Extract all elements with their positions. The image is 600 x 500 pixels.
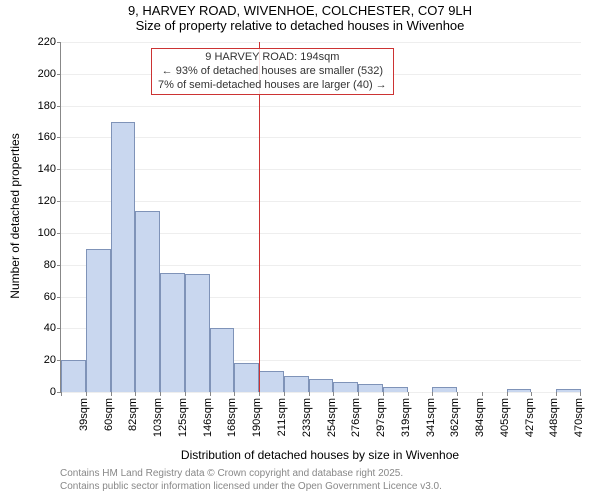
x-tick-mark <box>234 392 235 396</box>
gridline <box>61 137 581 138</box>
y-tick-mark <box>57 42 61 43</box>
gridline <box>61 42 581 43</box>
callout-line2: ← 93% of detached houses are smaller (53… <box>158 65 387 79</box>
x-tick-mark <box>61 392 62 396</box>
x-tick-mark <box>284 392 285 396</box>
y-tick-mark <box>57 233 61 234</box>
title-line-1: 9, HARVEY ROAD, WIVENHOE, COLCHESTER, CO… <box>0 4 600 19</box>
x-tick-label: 276sqm <box>350 398 362 437</box>
y-tick-mark <box>57 297 61 298</box>
x-tick-mark <box>580 392 581 396</box>
x-tick-mark <box>408 392 409 396</box>
x-tick-mark <box>185 392 186 396</box>
x-tick-mark <box>333 392 334 396</box>
x-tick-mark <box>259 392 260 396</box>
histogram-bar <box>86 249 111 392</box>
plot-area: 9 HARVEY ROAD: 194sqm← 93% of detached h… <box>60 42 581 393</box>
x-tick-label: 297sqm <box>375 398 387 437</box>
histogram-bar <box>61 360 86 392</box>
histogram-bar <box>556 389 581 392</box>
gridline <box>61 106 581 107</box>
histogram-bar <box>111 122 136 392</box>
histogram-bar <box>160 273 185 392</box>
x-tick-label: 384sqm <box>474 398 486 437</box>
x-tick-mark <box>135 392 136 396</box>
y-tick-mark <box>57 106 61 107</box>
histogram-bar <box>210 328 235 392</box>
y-tick-mark <box>57 265 61 266</box>
histogram-bar <box>135 211 160 392</box>
callout-line1: 9 HARVEY ROAD: 194sqm <box>158 51 387 65</box>
source-caption: Contains HM Land Registry data © Crown c… <box>60 468 442 493</box>
x-tick-label: 211sqm <box>276 398 288 436</box>
x-tick-label: 60sqm <box>103 398 115 431</box>
x-tick-label: 448sqm <box>548 398 560 437</box>
y-tick-mark <box>57 169 61 170</box>
x-tick-mark <box>111 392 112 396</box>
callout-line3: 7% of semi-detached houses are larger (4… <box>158 79 387 93</box>
x-tick-mark <box>358 392 359 396</box>
x-tick-mark <box>507 392 508 396</box>
histogram-bar <box>284 376 309 392</box>
x-tick-mark <box>160 392 161 396</box>
callout-box: 9 HARVEY ROAD: 194sqm← 93% of detached h… <box>151 48 394 95</box>
x-tick-label: 168sqm <box>226 398 238 437</box>
chart-title: 9, HARVEY ROAD, WIVENHOE, COLCHESTER, CO… <box>0 4 600 34</box>
x-tick-mark <box>210 392 211 396</box>
x-tick-mark <box>556 392 557 396</box>
y-tick-mark <box>57 137 61 138</box>
x-tick-label: 125sqm <box>177 398 189 437</box>
x-tick-label: 405sqm <box>499 398 511 437</box>
x-tick-label: 470sqm <box>573 398 585 437</box>
x-tick-label: 341sqm <box>425 398 437 437</box>
y-tick-mark <box>57 74 61 75</box>
caption-line-2: Contains public sector information licen… <box>60 481 442 494</box>
x-tick-label: 103sqm <box>152 398 164 437</box>
y-axis-label: Number of detached properties <box>8 41 22 391</box>
histogram-bar <box>507 389 532 392</box>
y-tick-mark <box>57 201 61 202</box>
x-tick-label: 190sqm <box>251 398 263 437</box>
x-tick-label: 146sqm <box>202 398 214 437</box>
histogram-bar <box>432 387 457 392</box>
x-tick-mark <box>432 392 433 396</box>
x-tick-mark <box>457 392 458 396</box>
histogram-bar <box>185 274 210 392</box>
x-tick-label: 254sqm <box>326 398 338 437</box>
gridline <box>61 392 581 393</box>
histogram-bar <box>259 371 284 392</box>
x-tick-mark <box>482 392 483 396</box>
x-axis-label: Distribution of detached houses by size … <box>60 448 580 462</box>
x-tick-mark <box>531 392 532 396</box>
gridline <box>61 201 581 202</box>
x-tick-mark <box>86 392 87 396</box>
chart-root: 9, HARVEY ROAD, WIVENHOE, COLCHESTER, CO… <box>0 0 600 500</box>
caption-line-1: Contains HM Land Registry data © Crown c… <box>60 468 442 481</box>
title-line-2: Size of property relative to detached ho… <box>0 19 600 34</box>
histogram-bar <box>234 363 259 392</box>
gridline <box>61 169 581 170</box>
x-tick-mark <box>309 392 310 396</box>
x-tick-label: 362sqm <box>449 398 461 437</box>
x-tick-label: 39sqm <box>78 398 90 431</box>
x-tick-label: 319sqm <box>400 398 412 437</box>
histogram-bar <box>309 379 334 392</box>
x-tick-label: 82sqm <box>127 398 139 431</box>
histogram-bar <box>383 387 408 392</box>
x-tick-label: 233sqm <box>301 398 313 437</box>
x-tick-mark <box>383 392 384 396</box>
y-tick-mark <box>57 328 61 329</box>
histogram-bar <box>333 382 358 392</box>
histogram-bar <box>358 384 383 392</box>
x-tick-label: 427sqm <box>524 398 536 437</box>
